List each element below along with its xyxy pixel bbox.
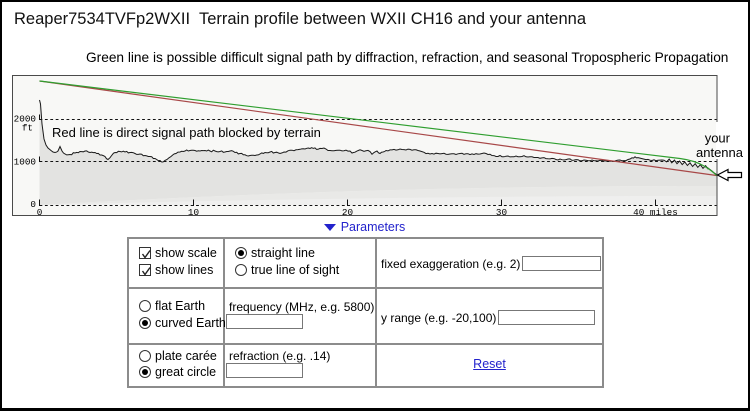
svg-text:30: 30 — [496, 207, 507, 216]
svg-text:ft: ft — [22, 123, 33, 134]
svg-text:your: your — [705, 131, 731, 146]
svg-text:Red line is direct signal path: Red line is direct signal path blocked b… — [52, 125, 321, 140]
svg-text:1000: 1000 — [14, 157, 36, 168]
svg-text:0: 0 — [30, 199, 36, 210]
svg-text:2000: 2000 — [14, 114, 36, 125]
svg-text:10: 10 — [188, 207, 199, 216]
svg-text:antenna: antenna — [696, 145, 744, 160]
svg-text:40 miles: 40 miles — [633, 207, 678, 216]
svg-text:0: 0 — [37, 207, 43, 216]
svg-text:20: 20 — [342, 207, 353, 216]
